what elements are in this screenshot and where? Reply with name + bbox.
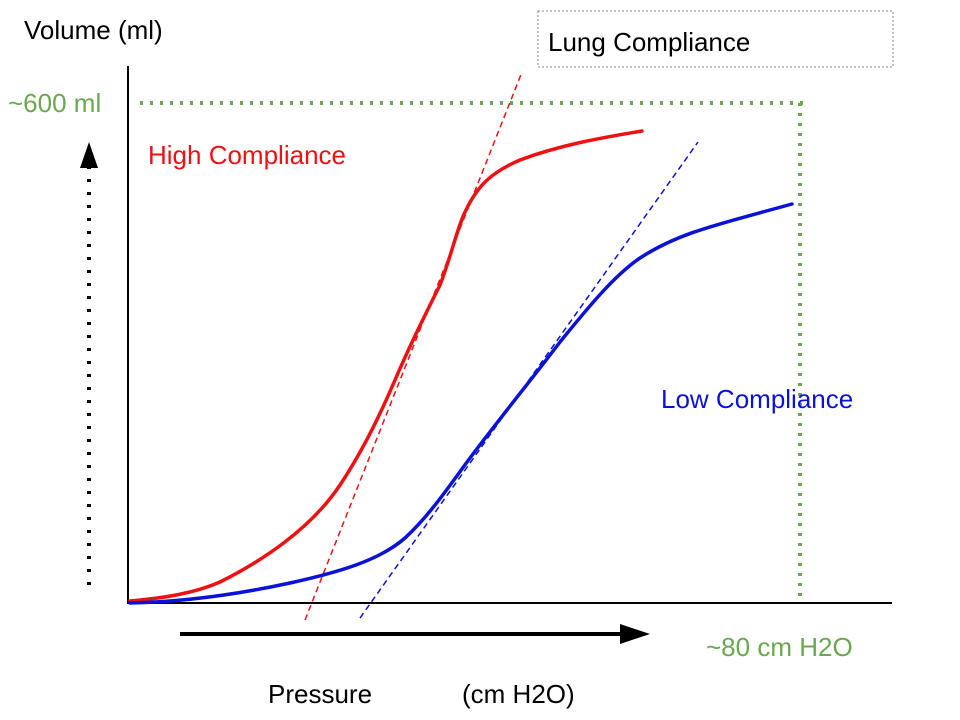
low-compliance-curve <box>128 202 794 605</box>
high-compliance-tangent <box>304 71 523 621</box>
pressure-arrow-head <box>620 624 650 644</box>
volume-arrow-head <box>80 142 98 168</box>
high-compliance-curve <box>128 129 644 603</box>
max-pressure-label: ~80 cm H2O <box>706 632 853 662</box>
high-compliance-label: High Compliance <box>148 140 346 170</box>
title-text: Lung Compliance <box>548 27 750 57</box>
max-volume-label: ~600 ml <box>8 88 101 118</box>
x-axis-label-pressure: Pressure <box>268 679 372 709</box>
low-compliance-label: Low Compliance <box>661 384 853 414</box>
title-box <box>537 10 894 68</box>
x-axis-label-units: (cm H2O) <box>462 679 575 709</box>
y-axis-label: Volume (ml) <box>24 15 163 45</box>
